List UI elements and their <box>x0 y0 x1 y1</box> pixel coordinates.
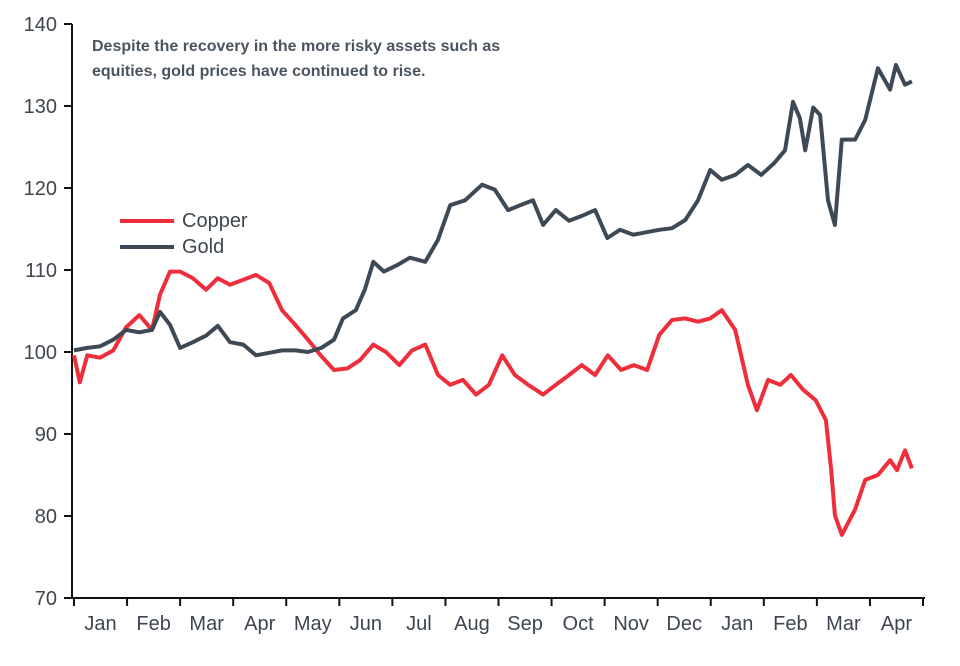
y-tick-label: 120 <box>24 178 57 200</box>
x-tick-label: Mar <box>826 613 861 635</box>
legend-item-copper: Copper <box>120 208 248 234</box>
axes: 70 80 90 100 110 120 130 140 Jan Feb Mar Apr May Jun J… <box>24 14 925 635</box>
chart-annotation: Despite the recovery in the more risky a… <box>92 38 501 80</box>
x-tick-label: Jan <box>84 613 116 635</box>
series-lines <box>72 63 914 537</box>
x-tick-label: Jul <box>406 613 432 635</box>
x-tick-label: Apr <box>244 613 275 635</box>
x-tick-label: Dec <box>666 613 702 635</box>
x-tick-label: Sep <box>507 613 543 635</box>
series-line-gold <box>73 63 913 358</box>
x-tick-label: Jun <box>350 613 382 635</box>
legend-swatch-gold <box>120 245 174 249</box>
x-tick-label: Mar <box>189 613 224 635</box>
series-line-copper <box>72 269 914 537</box>
x-tick-label: Feb <box>773 613 807 635</box>
y-tick-label: 110 <box>25 260 57 282</box>
legend-label-copper: Copper <box>182 209 248 232</box>
x-tick-label: Jan <box>721 613 753 635</box>
y-tick-label: 80 <box>35 506 57 528</box>
y-tick-label: 90 <box>35 424 57 446</box>
x-tick-label: Apr <box>881 613 912 635</box>
y-tick-label: 100 <box>24 342 57 364</box>
x-tick-label: Feb <box>136 613 170 635</box>
y-tick-label: 130 <box>24 96 57 118</box>
legend-item-gold: Gold <box>120 234 248 260</box>
legend-swatch-copper <box>120 219 174 223</box>
y-tick-label: 140 <box>24 14 57 36</box>
x-tick-label: Oct <box>563 613 595 635</box>
x-tick-label: May <box>294 613 332 635</box>
y-tick-label: 70 <box>35 588 57 610</box>
x-tick-label: Nov <box>613 613 649 635</box>
x-tick-label: Aug <box>454 613 490 635</box>
legend-label-gold: Gold <box>182 235 225 258</box>
legend: Copper Gold <box>120 208 248 260</box>
